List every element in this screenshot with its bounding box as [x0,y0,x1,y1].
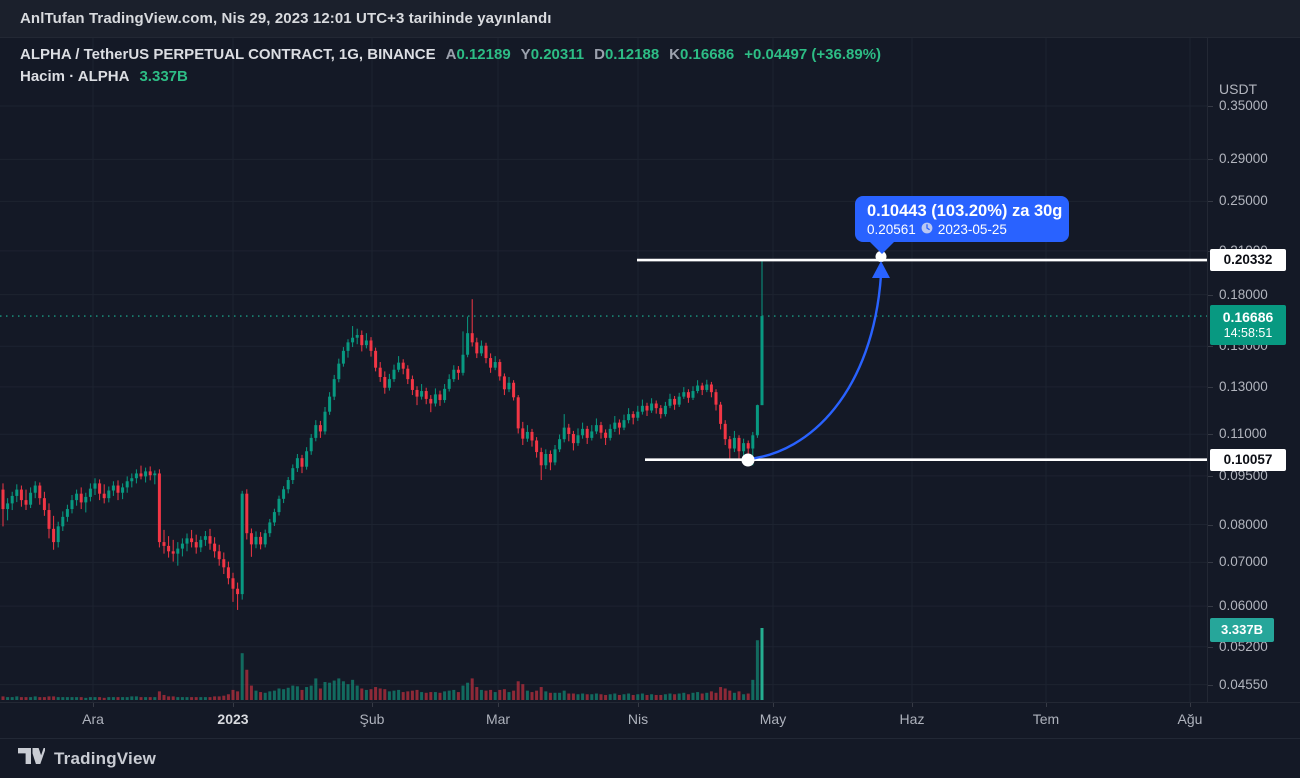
price-tickmark [1208,434,1213,436]
price-tick-label: 0.35000 [1219,98,1268,113]
tooltip-target-price: 0.20561 [867,222,916,237]
volume-series [1,628,764,700]
price-tick-label: 0.04550 [1219,676,1268,692]
price-tick-label: 0.25000 [1219,193,1268,209]
time-tickmark [912,703,913,707]
legend-symbol-row: ALPHA / TetherUS PERPETUAL CONTRACT, 1G,… [20,44,881,65]
ohlc-close: K0.16686 [669,46,735,63]
last-price-label: 0.16686 14:58:51 [1210,305,1286,346]
last-price-value: 0.16686 [1222,309,1274,326]
legend-volume-row: Hacim · ALPHA 3.337B [20,66,881,87]
price-tickmark [1208,524,1213,526]
price-tickmark [1208,346,1213,348]
projection-arrow[interactable] [741,251,891,467]
publish-bar: AnlTufan TradingView.com, Nis 29, 2023 1… [0,0,1300,38]
time-tickmark [1046,703,1047,707]
price-tick-label: 0.07000 [1219,554,1268,570]
price-tickmark [1208,106,1213,107]
lower-level-price-label: 0.10057 [1210,448,1286,471]
price-tickmark [1208,562,1213,564]
price-tick-label: 0.09500 [1219,467,1268,483]
volume-axis-label: 3.337B [1210,618,1274,642]
price-tickmark [1208,201,1213,203]
ohlc-low: D0.12188 [594,46,660,63]
price-tick-label: 0.29000 [1219,151,1268,167]
grid [0,38,1207,702]
time-tickmark [372,703,373,707]
time-tick-label-Tem: Tem [1032,711,1060,727]
time-tick-label-Şub: Şub [359,711,385,727]
price-tickmark [1208,646,1213,648]
symbol-title: ALPHA / TetherUS PERPETUAL CONTRACT, 1G,… [20,46,436,63]
price-tick-label: 0.05200 [1219,638,1268,654]
time-tick-label-Mar: Mar [485,711,511,727]
upper-level-price-label: 0.20332 [1210,249,1286,272]
bar-countdown: 14:58:51 [1223,326,1273,341]
price-tick-label: 0.06000 [1219,598,1268,614]
candles-series [1,260,764,610]
tooltip-target-row: 0.20561 2023-05-25 [867,221,1057,238]
clock-icon [921,221,933,238]
volume-value: 3.337B [139,68,188,85]
price-tickmark [1208,159,1213,161]
price-tick-label: 0.13000 [1219,378,1268,394]
footer-bar: TradingView [0,738,1300,778]
price-tickmark [1208,386,1213,388]
tooltip-change-text: 0.10443 (103.20%) za 30g [867,202,1063,220]
tradingview-brand-text[interactable]: TradingView [54,748,157,768]
candlestick-chart[interactable] [0,38,1207,702]
time-tick-label-Haz: Haz [899,711,925,727]
time-tick-label-Ağu: Ağu [1177,711,1203,727]
arrowhead-icon [872,261,890,278]
tradingview-logo-icon[interactable] [18,747,45,770]
tooltip-target-date: 2023-05-25 [937,222,1007,237]
price-tick-label: 0.08000 [1219,516,1268,532]
price-change: +0.04497 (+36.89%) [744,46,882,63]
time-axis[interactable]: Ara 2023 Şub Mar Nis May Haz Tem Ağu [0,702,1300,738]
ohlc-open: A0.12189 [445,46,511,63]
publish-text: AnlTufan TradingView.com, Nis 29, 2023 1… [20,10,552,27]
time-tick-label-May: May [759,711,787,727]
axis-currency-label: USDT [1219,81,1258,97]
arrow-start-marker [741,453,755,467]
volume-title: Hacim · ALPHA [20,68,130,85]
price-tickmark [1208,475,1213,477]
price-tick-label: 0.18000 [1219,286,1268,302]
time-tickmark [93,703,94,707]
time-tickmark [1190,703,1191,707]
time-tickmark [498,703,499,707]
price-tickmark [1208,294,1213,296]
projection-tooltip: 0.10443 (103.20%) za 30g 0.20561 2023-05… [855,196,1069,254]
time-tick-label-2023: 2023 [217,711,249,727]
chart-legend: ALPHA / TetherUS PERPETUAL CONTRACT, 1G,… [20,44,881,87]
price-tickmark [1208,684,1213,686]
time-tick-label-Nis: Nis [627,711,649,727]
time-tickmark [638,703,639,707]
time-tickmark [233,703,234,707]
time-tick-label-Ara: Ara [82,711,104,727]
time-tickmark [773,703,774,707]
price-tick-label: 0.11000 [1219,426,1267,442]
ohlc-high: Y0.20311 [520,46,585,63]
price-tickmark [1208,606,1213,608]
price-axis[interactable]: USDT 0.20332 0.16686 14:58:51 0.10057 3.… [1207,38,1300,702]
